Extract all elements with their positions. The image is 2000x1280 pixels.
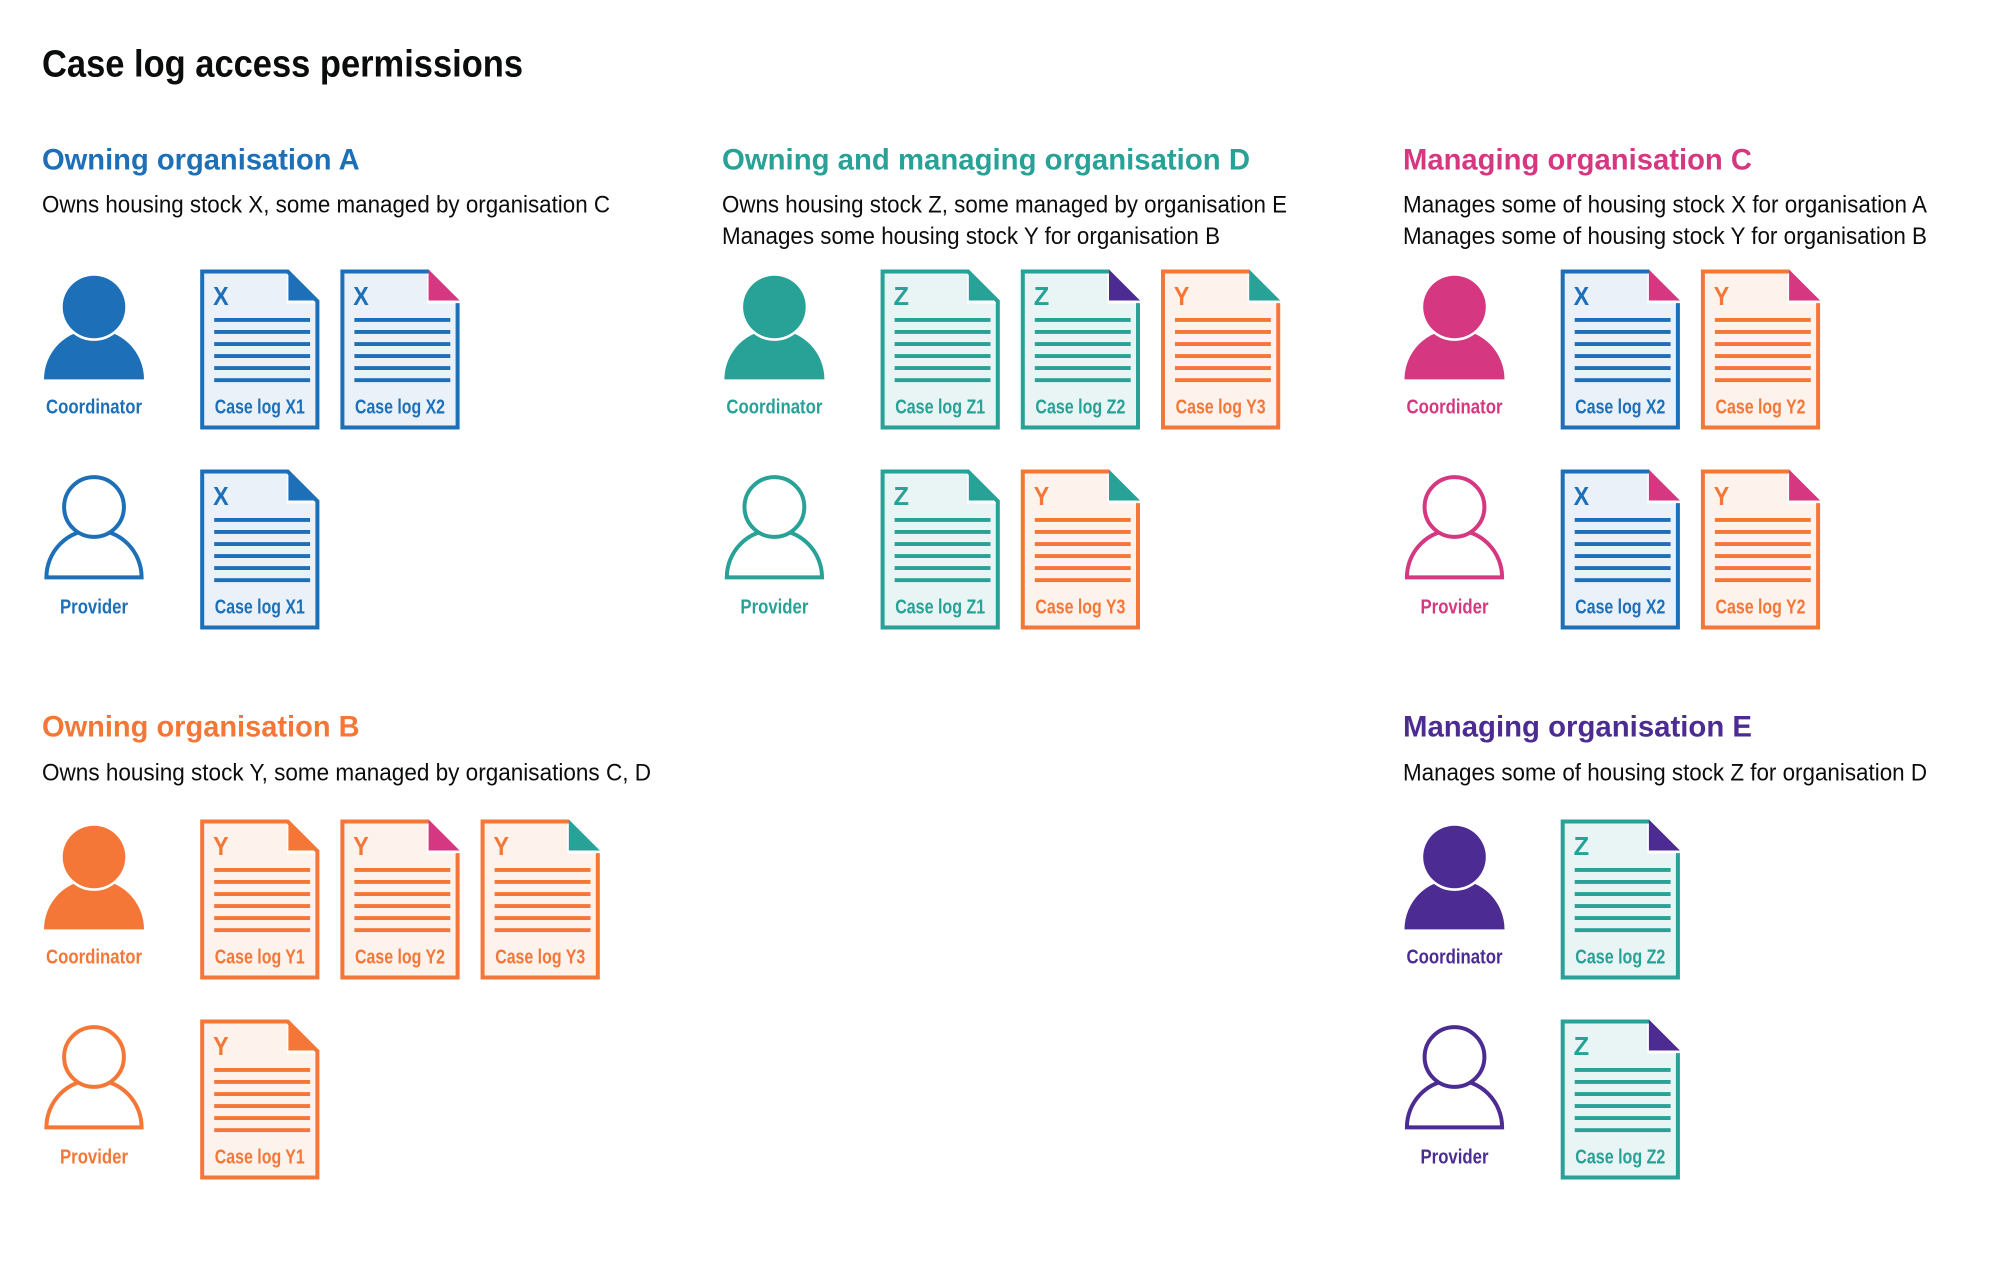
svg-text:Y: Y [1714,281,1730,311]
svg-text:Case log Y2: Case log Y2 [1716,597,1806,619]
svg-text:Y: Y [213,1031,229,1061]
svg-text:Provider: Provider [60,1147,128,1169]
svg-text:Z: Z [1574,1031,1590,1061]
svg-text:Case log Y2: Case log Y2 [1716,397,1806,419]
svg-text:Case log Z2: Case log Z2 [1035,397,1125,419]
svg-text:Z: Z [1574,831,1590,861]
svg-text:Y: Y [1174,281,1190,311]
svg-text:Case log X2: Case log X2 [355,397,445,419]
svg-text:Owns housing stock Y, some man: Owns housing stock Y, some managed by or… [42,760,651,787]
svg-text:Manages some of housing stock: Manages some of housing stock Z for orga… [1403,760,1927,787]
svg-text:Coordinator: Coordinator [726,397,822,419]
svg-text:X: X [213,281,229,311]
svg-text:Y: Y [1714,481,1730,511]
svg-text:Managing organisation C: Managing organisation C [1403,144,1752,177]
svg-text:X: X [353,281,369,311]
svg-text:Manages some housing stock Y f: Manages some housing stock Y for organis… [722,223,1220,250]
svg-text:Y: Y [213,831,229,861]
svg-text:Z: Z [894,281,910,311]
svg-text:Case log Y1: Case log Y1 [215,1147,305,1169]
svg-text:Case log X2: Case log X2 [1575,597,1665,619]
svg-text:Case log X1: Case log X1 [215,597,305,619]
svg-text:Case log X1: Case log X1 [215,397,305,419]
svg-text:Coordinator: Coordinator [46,947,142,969]
svg-text:Owns housing stock X, some man: Owns housing stock X, some managed by or… [42,191,610,218]
svg-text:Provider: Provider [60,597,128,619]
svg-text:Case log Z1: Case log Z1 [895,397,985,419]
svg-text:Provider: Provider [740,597,808,619]
svg-text:Y: Y [494,831,510,861]
svg-text:Case log Z1: Case log Z1 [895,597,985,619]
svg-text:Y: Y [353,831,369,861]
svg-text:Owns housing stock Z, some man: Owns housing stock Z, some managed by or… [722,191,1287,218]
svg-text:Coordinator: Coordinator [46,397,142,419]
svg-text:Provider: Provider [1421,597,1489,619]
svg-text:Owning organisation B: Owning organisation B [42,711,360,744]
svg-text:Case log Z2: Case log Z2 [1575,1147,1665,1169]
svg-text:Case log Z2: Case log Z2 [1575,947,1665,969]
svg-text:Z: Z [894,481,910,511]
svg-text:Case log Y2: Case log Y2 [355,947,445,969]
svg-text:Managing organisation E: Managing organisation E [1403,711,1752,744]
svg-text:Owning and managing organisati: Owning and managing organisation D [722,144,1250,177]
svg-text:Case log Y3: Case log Y3 [495,947,585,969]
svg-text:Manages some of housing stock: Manages some of housing stock Y for orga… [1403,223,1927,250]
svg-text:Coordinator: Coordinator [1407,397,1503,419]
svg-text:Owning organisation A: Owning organisation A [42,144,360,177]
svg-text:X: X [1574,281,1590,311]
svg-text:Case log X2: Case log X2 [1575,397,1665,419]
svg-text:Coordinator: Coordinator [1407,947,1503,969]
svg-text:Z: Z [1034,281,1050,311]
svg-text:Provider: Provider [1421,1147,1489,1169]
svg-text:Case log Y1: Case log Y1 [215,947,305,969]
svg-text:Case log Y3: Case log Y3 [1035,597,1125,619]
svg-text:Case log Y3: Case log Y3 [1176,397,1266,419]
svg-text:Manages some of housing stock: Manages some of housing stock X for orga… [1403,191,1927,218]
svg-text:Y: Y [1034,481,1050,511]
svg-text:X: X [213,481,229,511]
svg-text:X: X [1574,481,1590,511]
svg-text:Case log access permissions: Case log access permissions [42,43,523,85]
